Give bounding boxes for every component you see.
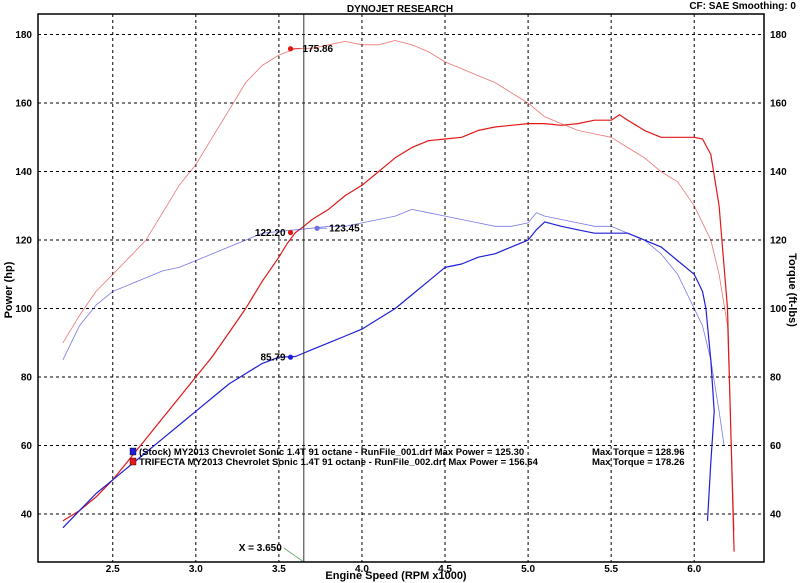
x-tick-label: 4.0: [355, 564, 369, 575]
y-tick-label-left: 140: [15, 167, 32, 178]
y-tick-label-right: 80: [770, 373, 782, 384]
y-tick-label-right: 60: [770, 441, 782, 452]
y-tick-label-left: 160: [15, 99, 32, 110]
markers: 175.86 122.20 123.45 85.79: [255, 44, 360, 363]
y-tick-label-right: 180: [770, 30, 787, 41]
y-axis-label-right: Torque (ft-lbs): [786, 253, 798, 327]
y-tick-label-left: 100: [15, 304, 32, 315]
x-tick-label: 5.0: [521, 564, 535, 575]
x-tick-label: 3.0: [189, 564, 203, 575]
y-tick-label-left: 180: [15, 30, 32, 41]
y-tick-label-right: 140: [770, 167, 787, 178]
series-line-trifecta-power: [62, 114, 735, 552]
legend-swatch: [129, 447, 137, 456]
legend: (Stock) MY2013 Chevrolet Sonic 1.4T 91 o…: [129, 447, 685, 468]
legend-entry-torque: Max Torque = 128.96: [592, 447, 685, 458]
y-tick-label-right: 40: [770, 510, 782, 521]
legend-entry-text: TRIFECTA MY2013 Chevrolet Sonic 1.4T 91 …: [139, 457, 539, 468]
y-tick-label-left: 40: [21, 510, 33, 521]
y-tick-label-left: 60: [21, 441, 33, 452]
legend-entry-text: (Stock) MY2013 Chevrolet Sonic 1.4T 91 o…: [139, 447, 524, 458]
chart-title: DYNOJET RESEARCH: [347, 4, 453, 15]
marker-label: 122.20: [255, 228, 286, 239]
x-tick-label: 3.5: [272, 564, 286, 575]
marker-label: 175.86: [303, 44, 334, 55]
cursor-label: X = 3.650: [239, 543, 283, 554]
x-tick-label: 5.5: [604, 564, 618, 575]
legend-entry-torque: Max Torque = 178.26: [592, 457, 685, 468]
x-tick-label: 4.5: [438, 564, 452, 575]
cursor: X = 3.650: [239, 14, 305, 563]
y-tick-label-left: 80: [21, 373, 33, 384]
chart-header-right: CF: SAE Smoothing: 0: [689, 1, 796, 12]
series-lines: [62, 40, 735, 552]
y-tick-label-left: 120: [15, 236, 32, 247]
x-tick-label: 2.5: [106, 564, 120, 575]
cursor-leader: [283, 547, 305, 563]
grid: [38, 14, 764, 562]
series-line-stock-torque: [62, 208, 725, 446]
marker-label: 123.45: [329, 224, 360, 235]
x-axis-label: Engine Speed (RPM x1000): [325, 570, 467, 582]
y-tick-label-right: 100: [770, 304, 787, 315]
legend-swatch: [129, 457, 137, 466]
marker-point: [287, 354, 294, 360]
plot-frame: [37, 13, 765, 563]
x-tick-label: 6.0: [687, 564, 701, 575]
marker-label: 85.79: [260, 353, 285, 364]
y-axis-label-left: Power (hp): [3, 261, 15, 318]
marker-point: [287, 229, 294, 236]
y-tick-label-right: 120: [770, 236, 787, 247]
axis-ticks: 2.5 3.0 3.5 4.0 4.5 5.0 5.5 6.0 40 40 60 60 80 80 100 1…: [15, 30, 787, 575]
series-line-stock-power: [62, 221, 715, 529]
y-tick-label-right: 160: [770, 99, 787, 110]
series-line-trifecta-torque: [62, 40, 735, 532]
